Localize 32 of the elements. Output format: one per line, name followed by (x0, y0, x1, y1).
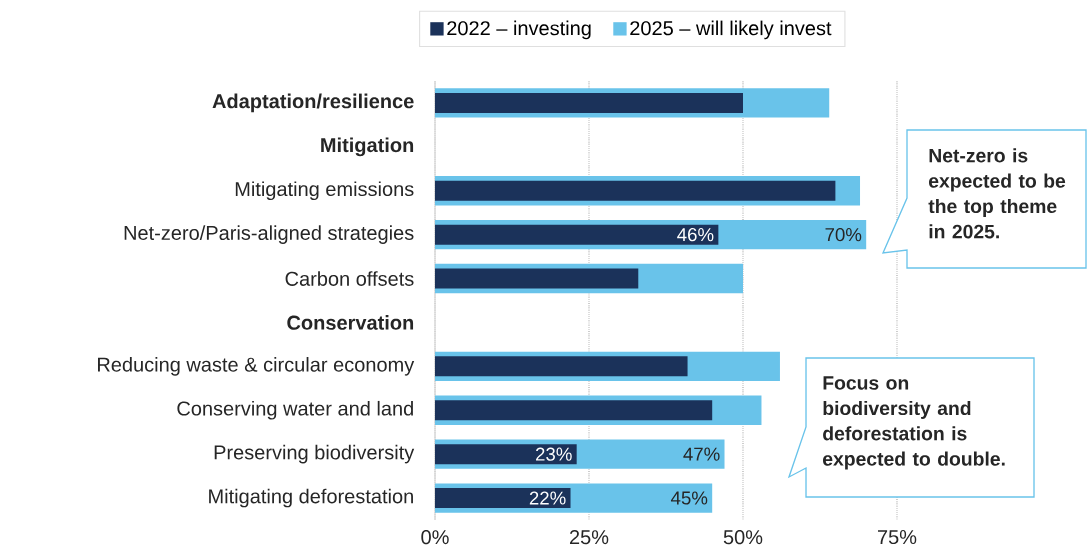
y-tick-label: Mitigation (321, 137, 414, 157)
y-tick-label: Carbon offsets (285, 271, 414, 286)
data-label: 22% (529, 491, 566, 505)
y-tick-label: Conservation (287, 315, 414, 330)
text: Net-zero is expected to be the top theme in 2025. (928, 148, 1066, 239)
data-label: 70% (825, 228, 862, 242)
annotation: Focus on biodiversity and deforestation is expected to double. (823, 376, 1005, 470)
y-tick-label: Adaptation/resilience (212, 93, 414, 113)
bar (435, 92, 743, 113)
x-tick-label: 25% (569, 530, 609, 545)
legend-label: 2022 – investing (447, 20, 591, 40)
y-tick-label: Mitigating emissions (235, 181, 414, 201)
y-tick-label: Conserving water and land (177, 400, 413, 420)
data-label: 46% (677, 228, 714, 242)
data-label: 45% (670, 491, 708, 505)
y-tick-label: Preserving biodiversity (214, 444, 415, 464)
legend-label: 2025 – will likely invest (630, 20, 832, 40)
bar (435, 224, 719, 245)
x-tick-label: 50% (723, 530, 763, 545)
bar (435, 356, 688, 377)
data-label: 47% (683, 447, 720, 461)
x-tick-label: 75% (878, 530, 917, 545)
bar (435, 180, 836, 201)
y-tick-label: Mitigating deforestation (209, 488, 413, 508)
data-label: 23% (535, 447, 572, 461)
bar (435, 268, 639, 289)
bar (435, 400, 713, 421)
bar (435, 488, 571, 509)
x-tick-label: 0% (421, 530, 449, 545)
y-tick-label: Reducing waste & circular economy (98, 357, 415, 376)
bar (435, 444, 577, 465)
y-tick-label: Net-zero/Paris-aligned strategies (124, 225, 414, 244)
